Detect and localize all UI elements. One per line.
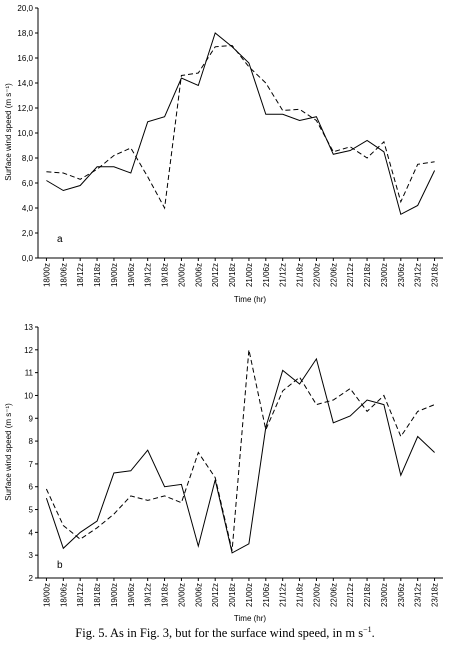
chart-b-y-tick-label: 4	[29, 528, 34, 537]
chart-a-y-tick-label: 6,0	[22, 179, 34, 188]
chart-a-x-tick-label: 19/00z	[110, 263, 119, 287]
chart-a-x-tick-label: 21/18z	[296, 263, 305, 287]
chart-a-series-solid-line	[46, 32, 436, 216]
chart-a-x-tick-label: 22/00z	[312, 263, 321, 287]
chart-b-x-tick-label: 18/00z	[42, 583, 51, 607]
chart-a-x-tick-label: 20/18z	[228, 263, 237, 287]
chart-a-y-tick-label: 8,0	[22, 154, 34, 163]
chart-b-x-tick-label: 23/00z	[380, 583, 389, 607]
figure-caption: Fig. 5. As in Fig. 3, but for the surfac…	[0, 625, 450, 641]
chart-a-x-tick-label: 20/12z	[211, 263, 220, 287]
chart-b-x-tick-label: 21/00z	[245, 583, 254, 607]
chart-b-y-tick-label: 11	[25, 369, 34, 378]
chart-a-x-tick-label: 18/18z	[93, 263, 102, 287]
chart-a-panel-label: a	[57, 234, 63, 245]
chart-b-y-tick-label: 9	[29, 414, 34, 423]
chart-a-y-tick-label: 0,0	[22, 254, 34, 263]
chart-b-x-tick-label: 21/18z	[296, 583, 305, 607]
chart-a-x-tick-label: 22/06z	[329, 263, 338, 287]
chart-a-x-tick-label: 22/12z	[346, 263, 355, 287]
chart-a-x-tick-label: 23/00z	[380, 263, 389, 287]
chart-b-x-tick-label: 21/12z	[279, 583, 288, 607]
caption-text: Fig. 5. As in Fig. 3, but for the surfac…	[75, 626, 364, 641]
chart-panel-b: Surface wind speed (m s⁻¹) Time (hr) b 2…	[4, 323, 443, 623]
chart-a-y-tick-label: 20,0	[17, 4, 33, 13]
chart-b-x-tick-label: 18/18z	[93, 583, 102, 607]
chart-b-x-tick-label: 22/00z	[312, 583, 321, 607]
chart-a-x-tick-label: 18/06z	[59, 263, 68, 287]
chart-a-x-tick-label: 21/00z	[245, 263, 254, 287]
chart-b-x-tick-label: 22/06z	[329, 583, 338, 607]
chart-b-x-tick-label: 19/18z	[161, 583, 170, 607]
chart-a-y-tick-label: 12,0	[17, 104, 33, 113]
chart-a-y-tick-label: 18,0	[17, 29, 33, 38]
chart-a-x-tick-label: 19/12z	[144, 263, 153, 287]
chart-a-xlabel: Time (hr)	[234, 295, 266, 304]
chart-a-series-dashed-line	[46, 44, 435, 210]
chart-b-x-tick-label: 22/18z	[363, 583, 372, 607]
chart-a-x-tick-label: 19/18z	[161, 263, 170, 287]
chart-a-y-tick-label: 10,0	[17, 129, 33, 138]
chart-a-x-tick-label: 21/06z	[262, 263, 271, 287]
chart-a-x-tick-label: 22/18z	[363, 263, 372, 287]
chart-b-y-tick-label: 12	[24, 346, 33, 355]
chart-a-y-tick-label: 16,0	[17, 54, 33, 63]
caption-unit-exponent: −1	[363, 625, 372, 634]
chart-a-y-tick-label: 2,0	[22, 229, 34, 238]
chart-b-y-tick-label: 8	[29, 437, 34, 446]
figure-canvas: Surface wind speed (m s⁻¹) Time (hr) a 0…	[4, 4, 443, 623]
chart-b-x-tick-label: 23/06z	[397, 583, 406, 607]
chart-b-x-tick-label: 18/12z	[76, 583, 85, 607]
chart-b-x-tick-label: 23/12z	[414, 583, 423, 607]
chart-b-x-tick-label: 19/06z	[127, 583, 136, 607]
chart-b-x-tick-label: 19/00z	[110, 583, 119, 607]
chart-a-x-tick-label: 23/12z	[414, 263, 423, 287]
chart-b-xlabel: Time (hr)	[234, 614, 266, 623]
chart-a-y-tick-label: 14,0	[17, 79, 33, 88]
chart-a-x-tick-label: 23/06z	[397, 263, 406, 287]
chart-b-series-dashed-line	[45, 349, 435, 551]
chart-b-x-tick-label: 19/12z	[144, 583, 153, 607]
chart-b-y-tick-label: 7	[29, 460, 34, 469]
chart-b-x-tick-label: 22/12z	[346, 583, 355, 607]
chart-a-x-tick-label: 21/12z	[279, 263, 288, 287]
chart-b-y-tick-label: 3	[29, 551, 34, 560]
chart-panel-a: Surface wind speed (m s⁻¹) Time (hr) a 0…	[4, 4, 443, 304]
chart-b-panel-label: b	[57, 560, 63, 571]
chart-a-ylabel: Surface wind speed (m s⁻¹)	[4, 83, 13, 181]
caption-end: .	[371, 626, 375, 641]
chart-b-x-tick-label: 23/18z	[431, 583, 440, 607]
chart-b-x-tick-label: 20/12z	[211, 583, 220, 607]
chart-a-x-tick-label: 19/06z	[127, 263, 136, 287]
chart-a-x-tick-label: 23/18z	[431, 263, 440, 287]
chart-a-x-tick-label: 20/06z	[194, 263, 203, 287]
chart-b-y-tick-label: 13	[24, 323, 33, 332]
chart-b-y-tick-label: 2	[29, 574, 34, 583]
chart-a-y-tick-label: 4,0	[22, 204, 34, 213]
chart-b-x-tick-label: 20/18z	[228, 583, 237, 607]
chart-b-x-tick-label: 21/06z	[262, 583, 271, 607]
chart-b-x-tick-label: 20/00z	[177, 583, 186, 607]
chart-b-y-tick-label: 10	[24, 391, 33, 400]
chart-a-x-tick-label: 20/00z	[177, 263, 186, 287]
chart-b-y-tick-label: 6	[29, 483, 34, 492]
chart-b-series-solid-line	[45, 357, 435, 554]
chart-a-x-tick-label: 18/12z	[76, 263, 85, 287]
chart-b-x-tick-label: 18/06z	[59, 583, 68, 607]
chart-b-y-tick-label: 5	[29, 506, 34, 515]
chart-a-x-tick-label: 18/00z	[42, 263, 51, 287]
chart-b-ylabel: Surface wind speed (m s⁻¹)	[4, 403, 13, 501]
chart-b-x-tick-label: 20/06z	[194, 583, 203, 607]
